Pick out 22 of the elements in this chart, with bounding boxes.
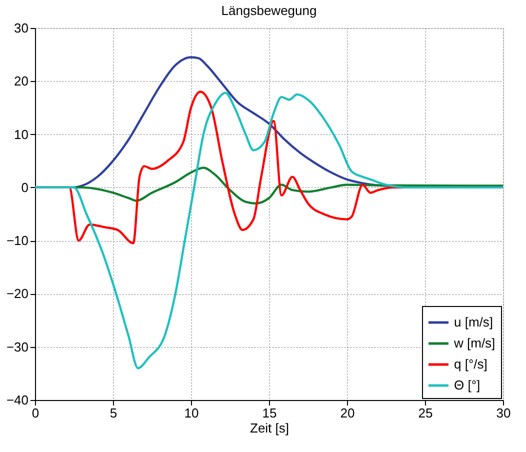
legend-label: u [m/s]	[454, 314, 494, 330]
y-tick-label: −10	[6, 233, 28, 248]
y-tick-label: 30	[14, 20, 28, 36]
y-tick-label: 10	[14, 126, 28, 142]
x-tick-label: 20	[340, 406, 355, 420]
x-tick-label: 5	[110, 406, 118, 420]
y-tick-label: 20	[14, 74, 28, 89]
y-tick-label: 0	[21, 180, 28, 195]
x-tick-label: 30	[496, 406, 511, 420]
y-tick-label: −30	[6, 339, 28, 354]
x-axis-title: Zeit [s]	[250, 420, 290, 436]
legend-label: q [°/s]	[454, 356, 488, 372]
legend-label: w [m/s]	[453, 336, 496, 350]
y-tick-label: −40	[6, 392, 28, 408]
x-tick-label: 15	[262, 406, 277, 420]
line-series	[35, 92, 503, 370]
y-tick-label: −20	[6, 286, 28, 302]
x-tick-label: 0	[32, 406, 40, 420]
x-tick-label: 25	[418, 406, 433, 420]
chart-title: Längsbewegung	[221, 3, 317, 18]
x-tick-label: 10	[184, 406, 199, 420]
legend-label: Θ [°]	[454, 378, 480, 392]
